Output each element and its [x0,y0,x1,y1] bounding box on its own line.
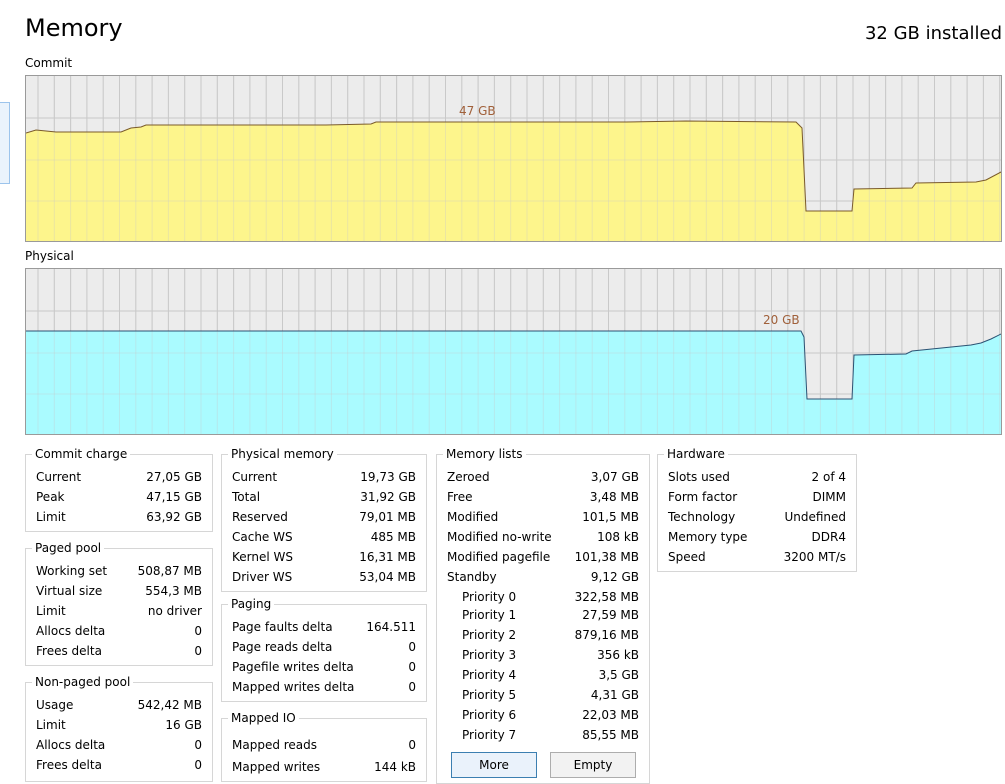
mapped-writes-delta-row: Mapped writes delta 0 [232,680,416,694]
physical-peak-label: 20 GB [763,313,800,327]
commit-limit-row: Limit 63,92 GB [36,510,202,524]
form-factor-row: Form factor DIMM [668,490,846,504]
commit-line [26,120,1001,212]
modified-row: Modified 101,5 MB [447,510,639,524]
priority-7-row: Priority 7 85,55 MB [462,728,639,742]
nonpaged-limit-row: Limit 16 GB [36,718,202,732]
zeroed-row: Zeroed 3,07 GB [447,470,639,484]
physical-cache-ws-row: Cache WS 485 MB [232,530,416,544]
priority-2-row: Priority 2 879,16 MB [462,628,639,642]
physical-current-row: Current 19,73 GB [232,470,416,484]
hardware-title: Hardware [664,447,728,461]
memory-lists-title: Memory lists [443,447,526,461]
commit-graph-label: Commit [25,56,73,70]
physical-kernel-ws-row: Kernel WS 16,31 MB [232,550,416,564]
commit-charge-title: Commit charge [32,447,131,461]
left-panel-edge[interactable] [0,102,10,184]
mapped-io-group: Mapped IO Mapped reads 0 Mapped writes 144… [221,711,427,782]
standby-row: Standby 9,12 GB [447,570,639,584]
commit-graph: 47 GB [25,75,1002,242]
commit-charge-group: Commit charge Current 27,05 GB Peak 47,15 … [25,447,213,532]
hardware-group: Hardware Slots used 2 of 4 Form factor DIM… [657,447,857,572]
commit-peak-row: Peak 47,15 GB [36,490,202,504]
physical-reserved-row: Reserved 79,01 MB [232,510,416,524]
free-row: Free 3,48 MB [447,490,639,504]
paged-limit-row: Limit no driver [36,604,202,618]
priority-5-row: Priority 5 4,31 GB [462,688,639,702]
commit-graph-plot [26,76,1001,241]
physical-graph: 20 GB [25,268,1002,435]
commit-current-row: Current 27,05 GB [36,470,202,484]
physical-area [26,331,1001,434]
commit-peak-label: 47 GB [459,104,496,118]
mapped-writes-row: Mapped writes 144 kB [232,760,416,774]
paging-group: Paging Page faults delta 164.511 Page rea… [221,597,427,702]
speed-row: Speed 3200 MT/s [668,550,846,564]
page-faults-row: Page faults delta 164.511 [232,620,416,634]
physical-line [26,330,1001,400]
page-reads-row: Page reads delta 0 [232,640,416,654]
priority-6-row: Priority 6 22,03 MB [462,708,639,722]
commit-area [26,121,1001,241]
technology-row: Technology Undefined [668,510,846,524]
physical-memory-title: Physical memory [228,447,337,461]
paged-pool-title: Paged pool [32,541,105,555]
paging-title: Paging [228,597,275,611]
physical-total-row: Total 31,92 GB [232,490,416,504]
memory-type-row: Memory type DDR4 [668,530,846,544]
paged-pool-group: Paged pool Working set 508,87 MB Virtual … [25,541,213,666]
physical-graph-plot [26,269,1001,434]
page-title: Memory [25,14,123,42]
paged-frees-row: Frees delta 0 [36,644,202,658]
nonpaged-pool-group: Non-paged pool Usage 542,42 MB Limit 16 GB… [25,675,213,782]
physical-graph-label: Physical [25,249,74,263]
empty-button[interactable]: Empty [550,752,636,778]
nonpaged-frees-row: Frees delta 0 [36,758,202,772]
paged-virtual-size-row: Virtual size 554,3 MB [36,584,202,598]
grid-overlay [26,269,1001,434]
slots-used-row: Slots used 2 of 4 [668,470,846,484]
installed-memory: 32 GB installed [864,23,1002,44]
mapped-reads-row: Mapped reads 0 [232,738,416,752]
memory-lists-group: Memory lists Zeroed 3,07 GB Free 3,48 MB M… [436,447,650,784]
paged-working-set-row: Working set 508,87 MB [36,564,202,578]
priority-1-row: Priority 1 27,59 MB [462,608,639,622]
priority-0-row: Priority 0 322,58 MB [462,590,639,604]
priority-4-row: Priority 4 3,5 GB [462,668,639,682]
nonpaged-usage-row: Usage 542,42 MB [36,698,202,712]
modified-pagefile-row: Modified pagefile 101,38 MB [447,550,639,564]
priority-3-row: Priority 3 356 kB [462,648,639,662]
modified-no-write-row: Modified no-write 108 kB [447,530,639,544]
grid-overlay [26,76,1001,241]
paged-allocs-row: Allocs delta 0 [36,624,202,638]
nonpaged-allocs-row: Allocs delta 0 [36,738,202,752]
mapped-io-title: Mapped IO [228,711,299,725]
physical-driver-ws-row: Driver WS 53,04 MB [232,570,416,584]
physical-memory-group: Physical memory Current 19,73 GB Total 31,… [221,447,427,592]
pagefile-writes-row: Pagefile writes delta 0 [232,660,416,674]
more-button[interactable]: More [451,752,537,778]
nonpaged-pool-title: Non-paged pool [32,675,134,689]
